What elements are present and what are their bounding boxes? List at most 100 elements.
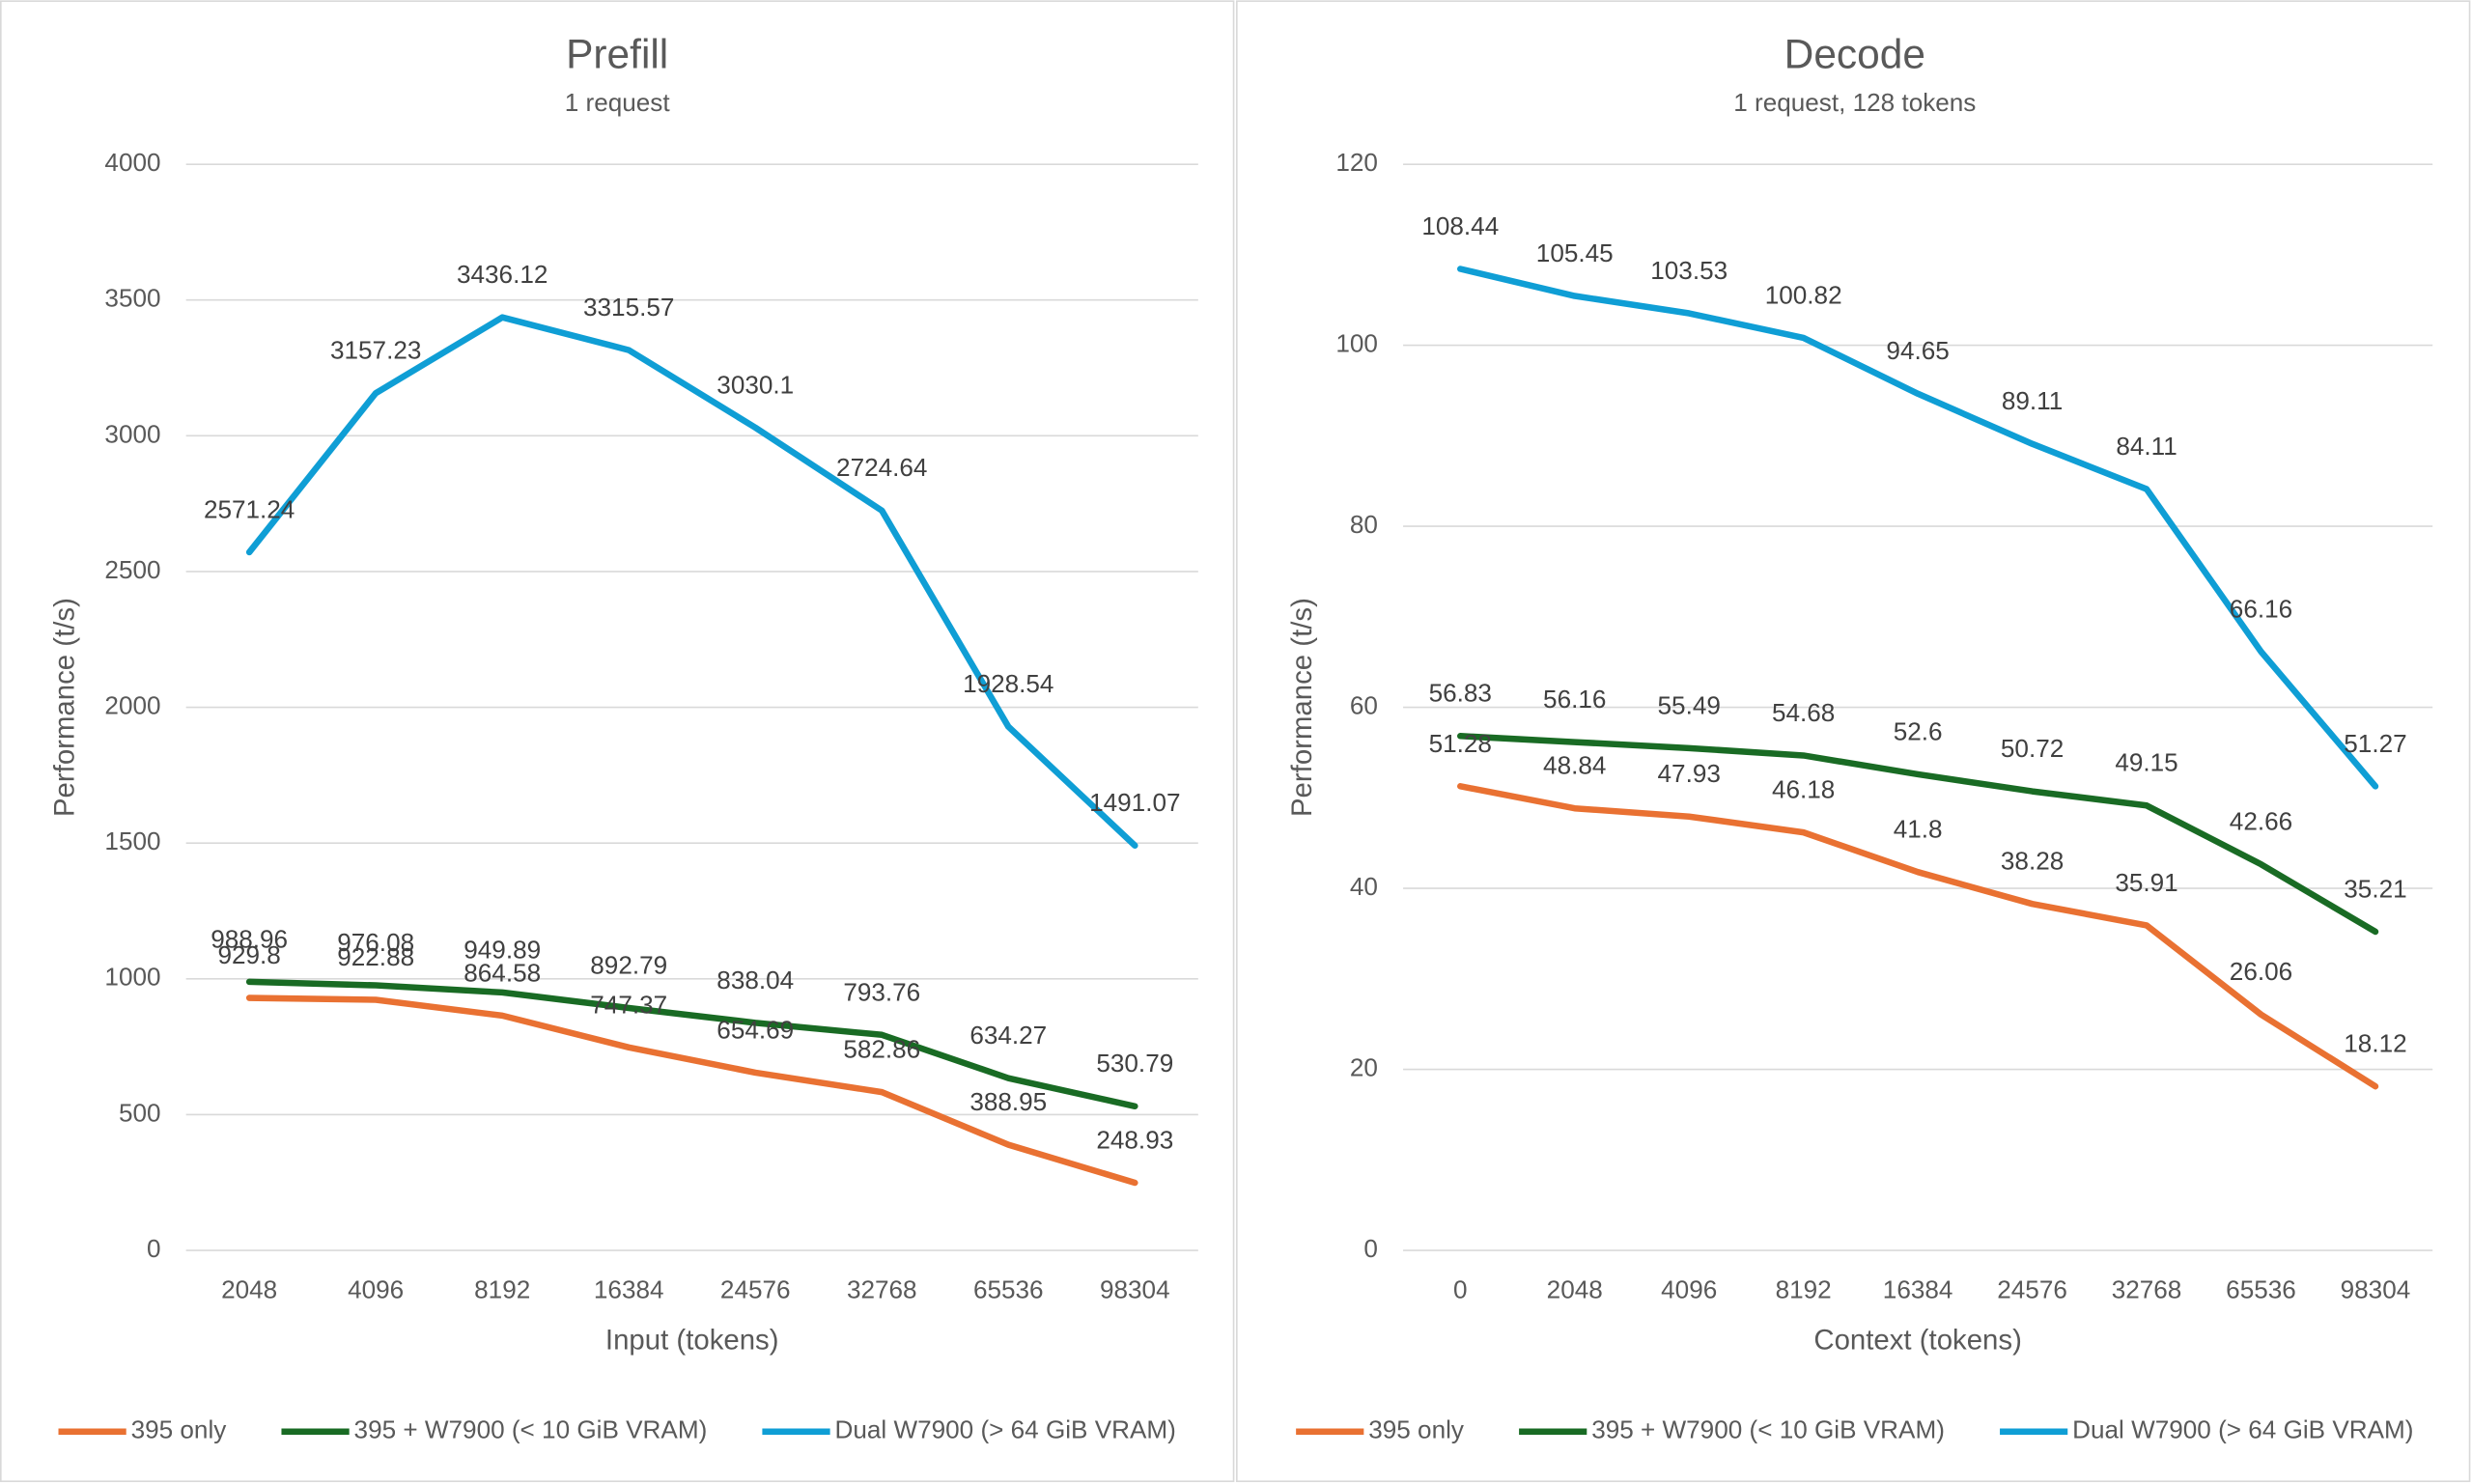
y-tick-label: 0 bbox=[1363, 1234, 1378, 1263]
x-tick-label: 32768 bbox=[2112, 1274, 2182, 1303]
data-label: 793.76 bbox=[843, 977, 920, 1006]
legend-label: Dual W7900 (> 64 GiB VRAM) bbox=[835, 1415, 1176, 1444]
data-label: 56.16 bbox=[1543, 685, 1606, 714]
data-label: 2571.24 bbox=[204, 494, 295, 523]
y-tick-label: 100 bbox=[1335, 329, 1378, 358]
data-label: 18.12 bbox=[2344, 1029, 2406, 1058]
x-tick-label: 24576 bbox=[1997, 1274, 2067, 1303]
data-label: 949.89 bbox=[464, 935, 541, 964]
data-label: 35.21 bbox=[2344, 874, 2406, 903]
data-label: 2724.64 bbox=[836, 453, 927, 482]
data-label: 89.11 bbox=[2002, 386, 2063, 415]
y-tick-label: 80 bbox=[1350, 510, 1378, 539]
data-label: 105.45 bbox=[1536, 238, 1614, 267]
data-label: 3315.57 bbox=[583, 293, 674, 322]
x-tick-label: 16384 bbox=[1883, 1274, 1953, 1303]
series-line bbox=[245, 314, 1138, 849]
x-axis-label: Context (tokens) bbox=[1813, 1324, 2022, 1356]
data-label: 55.49 bbox=[1658, 690, 1721, 719]
x-tick-label: 98304 bbox=[2341, 1274, 2411, 1303]
y-tick-label: 1000 bbox=[104, 963, 160, 992]
data-label: 248.93 bbox=[1096, 1125, 1173, 1154]
legend-label: 395 only bbox=[1368, 1415, 1464, 1444]
x-tick-label: 24576 bbox=[720, 1274, 791, 1303]
data-label: 747.37 bbox=[590, 990, 667, 1019]
data-label: 35.91 bbox=[2115, 868, 2177, 897]
data-label: 864.58 bbox=[464, 958, 541, 987]
panel-border bbox=[1236, 0, 2471, 1483]
y-tick-label: 2000 bbox=[104, 690, 160, 719]
data-label: 929.8 bbox=[217, 940, 280, 969]
x-tick-label: 98304 bbox=[1100, 1274, 1170, 1303]
legend-label: Dual W7900 (> 64 GiB VRAM) bbox=[2072, 1415, 2413, 1444]
y-tick-label: 0 bbox=[147, 1234, 161, 1263]
chart-subtitle: 1 request bbox=[565, 88, 671, 117]
data-label: 1491.07 bbox=[1089, 788, 1180, 817]
chart-subtitle: 1 request, 128 tokens bbox=[1733, 88, 1976, 117]
legend-label: 395 + W7900 (< 10 GiB VRAM) bbox=[354, 1415, 708, 1444]
data-label: 634.27 bbox=[969, 1021, 1047, 1050]
data-label: 84.11 bbox=[2116, 432, 2177, 461]
data-label: 94.65 bbox=[1886, 336, 1949, 365]
x-tick-label: 2048 bbox=[221, 1274, 277, 1303]
data-label: 838.04 bbox=[716, 966, 794, 994]
x-tick-label: 16384 bbox=[594, 1274, 664, 1303]
data-label: 922.88 bbox=[337, 942, 414, 971]
y-tick-label: 120 bbox=[1335, 148, 1378, 177]
series-line bbox=[1457, 266, 2379, 790]
data-label: 48.84 bbox=[1543, 751, 1606, 780]
data-label: 108.44 bbox=[1421, 211, 1499, 240]
data-label: 530.79 bbox=[1096, 1049, 1173, 1078]
x-tick-label: 65536 bbox=[2226, 1274, 2296, 1303]
x-tick-label: 8192 bbox=[1776, 1274, 1832, 1303]
y-tick-label: 1500 bbox=[104, 826, 160, 855]
data-label: 56.83 bbox=[1429, 679, 1492, 708]
data-label: 988.96 bbox=[211, 924, 288, 953]
data-label: 50.72 bbox=[2001, 734, 2064, 763]
data-label: 54.68 bbox=[1772, 698, 1835, 727]
x-tick-label: 8192 bbox=[474, 1274, 530, 1303]
y-tick-label: 2500 bbox=[104, 555, 160, 584]
y-tick-label: 60 bbox=[1350, 690, 1378, 719]
y-tick-label: 3000 bbox=[104, 419, 160, 448]
x-axis-label: Input (tokens) bbox=[605, 1324, 779, 1356]
data-label: 3436.12 bbox=[457, 260, 548, 289]
y-tick-label: 500 bbox=[119, 1098, 161, 1127]
data-label: 26.06 bbox=[2230, 957, 2292, 986]
data-label: 38.28 bbox=[2001, 847, 2064, 876]
chart-title: Prefill bbox=[566, 31, 668, 76]
data-label: 103.53 bbox=[1650, 256, 1728, 285]
data-label: 66.16 bbox=[2230, 594, 2292, 623]
data-label: 3030.1 bbox=[716, 370, 794, 399]
data-label: 892.79 bbox=[590, 950, 667, 979]
data-label: 42.66 bbox=[2230, 807, 2292, 836]
data-label: 388.95 bbox=[969, 1087, 1047, 1116]
data-label: 100.82 bbox=[1765, 280, 1842, 309]
data-label: 1928.54 bbox=[963, 669, 1053, 698]
series-line bbox=[245, 994, 1138, 1187]
data-label: 49.15 bbox=[2115, 748, 2177, 777]
legend-label: 395 only bbox=[131, 1415, 227, 1444]
x-tick-label: 4096 bbox=[348, 1274, 404, 1303]
x-tick-label: 0 bbox=[1453, 1274, 1468, 1303]
x-tick-label: 2048 bbox=[1547, 1274, 1603, 1303]
panel-border bbox=[0, 0, 1235, 1483]
x-tick-label: 65536 bbox=[973, 1274, 1044, 1303]
data-label: 46.18 bbox=[1772, 775, 1835, 804]
y-tick-label: 4000 bbox=[104, 148, 160, 177]
data-label: 51.28 bbox=[1429, 729, 1492, 758]
data-label: 47.93 bbox=[1658, 759, 1721, 788]
y-tick-label: 20 bbox=[1350, 1052, 1378, 1081]
data-label: 3157.23 bbox=[330, 336, 421, 365]
y-tick-label: 40 bbox=[1350, 872, 1378, 901]
y-tick-label: 3500 bbox=[104, 284, 160, 313]
series-line bbox=[245, 978, 1138, 1110]
data-label: 976.08 bbox=[337, 928, 414, 957]
series-line bbox=[1457, 783, 2379, 1090]
data-label: 51.27 bbox=[2344, 729, 2406, 758]
data-label: 654.69 bbox=[716, 1015, 794, 1044]
data-label: 582.86 bbox=[843, 1035, 920, 1064]
y-axis-label: Performance (t/s) bbox=[1286, 598, 1318, 817]
